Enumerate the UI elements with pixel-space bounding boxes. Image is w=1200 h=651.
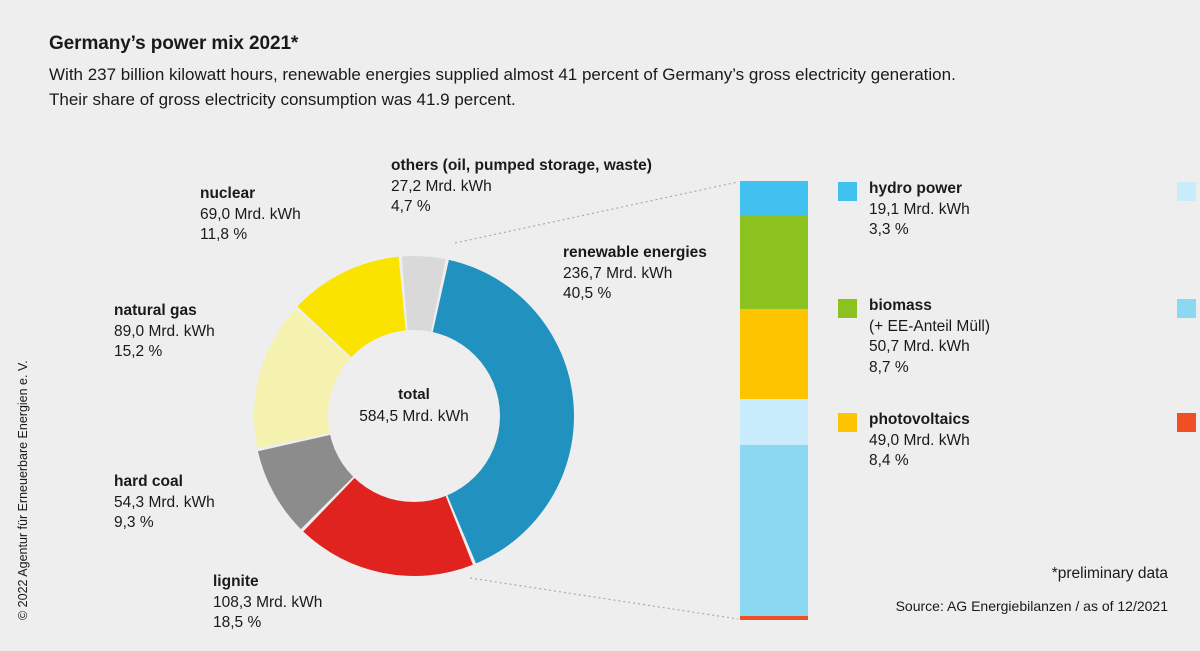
- renewables-breakout-bar: [740, 181, 808, 620]
- slice-label-natural-gas: natural gas 89,0 Mrd. kWh 15,2 %: [114, 301, 215, 363]
- legend-item-wind-onshore[interactable]: wind (onshore) 92,9 Mrd. kWh 15,9 %: [1177, 296, 1200, 358]
- slice-label-lignite-name: lignite: [213, 573, 259, 590]
- biomass-swatch-icon: [838, 299, 857, 318]
- slice-label-others-name: others (oil, pumped storage, waste): [391, 157, 652, 174]
- bar-segment-hydro-power[interactable]: [740, 181, 808, 217]
- legend-item-photovoltaics[interactable]: photovoltaics 49,0 Mrd. kWh 8,4 %: [838, 410, 970, 472]
- legend-photovoltaics-percent: 8,4 %: [869, 452, 909, 469]
- slice-label-lignite-percent: 18,5 %: [213, 614, 262, 631]
- slice-label-nuclear-name: nuclear: [200, 185, 256, 202]
- slice-label-lignite: lignite 108,3 Mrd. kWh 18,5 %: [213, 572, 322, 634]
- slice-label-natural-gas-value: 89,0 Mrd. kWh: [114, 322, 215, 340]
- copyright-notice: © 2022 Agentur für Erneuerbare Energien …: [16, 360, 30, 620]
- slice-label-hard-coal: hard coal 54,3 Mrd. kWh 9,3 %: [114, 472, 215, 534]
- slice-label-lignite-value: 108,3 Mrd. kWh: [213, 593, 323, 611]
- slice-label-renewable-energies-name: renewable energies: [563, 244, 707, 261]
- legend-item-wind-offshore[interactable]: wind (offshore) 24,8 Mrd. kWh 4,2 %: [1177, 179, 1200, 241]
- slice-label-hard-coal-name: hard coal: [114, 473, 183, 490]
- bar-segment-biomass[interactable]: [740, 216, 808, 310]
- legend-biomass-name: biomass: [869, 297, 932, 314]
- page-title: Germany’s power mix 2021*: [49, 33, 299, 54]
- slice-label-others-value: 27,2 Mrd. kWh: [391, 177, 492, 195]
- slice-label-others-percent: 4,7 %: [391, 198, 431, 215]
- slice-label-nuclear-value: 69,0 Mrd. kWh: [200, 205, 301, 223]
- donut-hole: [328, 330, 500, 502]
- legend-biomass-subnote: (+ EE-Anteil Müll): [869, 317, 991, 335]
- wind-onshore-swatch-icon: [1177, 299, 1196, 318]
- power-mix-donut-chart: total 584,5 Mrd. kWh: [226, 228, 602, 604]
- slice-label-others: others (oil, pumped storage, waste) 27,2…: [391, 156, 652, 218]
- bar-segment-wind--onshore-[interactable]: [740, 444, 808, 616]
- geothermal-swatch-icon: [1177, 413, 1196, 432]
- slice-label-hard-coal-percent: 9,3 %: [114, 514, 154, 531]
- slice-label-natural-gas-name: natural gas: [114, 302, 197, 319]
- legend-photovoltaics-name: photovoltaics: [869, 411, 970, 428]
- slice-label-hard-coal-value: 54,3 Mrd. kWh: [114, 493, 215, 511]
- slice-label-nuclear-percent: 11,8 %: [200, 226, 248, 243]
- subtitle-line-2: Their share of gross electricity consump…: [49, 90, 516, 109]
- slice-label-natural-gas-percent: 15,2 %: [114, 343, 163, 360]
- source-note: Source: AG Energiebilanzen / as of 12/20…: [895, 598, 1168, 614]
- bar-segment-wind--offshore-[interactable]: [740, 399, 808, 445]
- legend-hydro-power-value: 19,1 Mrd. kWh: [869, 200, 970, 218]
- slice-label-renewable-energies-percent: 40,5 %: [563, 285, 612, 302]
- wind-offshore-swatch-icon: [1177, 182, 1196, 201]
- legend-photovoltaics-value: 49,0 Mrd. kWh: [869, 431, 970, 449]
- donut-center-value: 584,5 Mrd. kWh: [359, 408, 469, 425]
- donut-svg: [253, 255, 575, 576]
- hydro-power-swatch-icon: [838, 182, 857, 201]
- legend-hydro-power-name: hydro power: [869, 180, 963, 197]
- photovoltaics-swatch-icon: [838, 413, 857, 432]
- preliminary-data-footnote: *preliminary data: [1051, 565, 1168, 582]
- legend-item-hydro-power[interactable]: hydro power 19,1 Mrd. kWh 3,3 %: [838, 179, 970, 241]
- legend-item-biomass[interactable]: biomass (+ EE-Anteil Müll) 50,7 Mrd. kWh…: [838, 296, 990, 378]
- bar-segment-geothermal[interactable]: [740, 615, 808, 620]
- legend-biomass-percent: 8,7 %: [869, 358, 909, 376]
- legend-item-geothermal[interactable]: geothermal 0,2 Mrd. kWh 0,0 %: [1177, 410, 1200, 472]
- legend-hydro-power-percent: 3,3 %: [869, 221, 909, 238]
- slice-label-renewable-energies-value: 236,7 Mrd. kWh: [563, 264, 673, 282]
- slice-label-nuclear: nuclear 69,0 Mrd. kWh 11,8 %: [200, 184, 301, 246]
- bar-segment-photovoltaics[interactable]: [740, 309, 808, 400]
- slice-label-renewable-energies: renewable energies 236,7 Mrd. kWh 40,5 %: [563, 243, 707, 305]
- page-subtitle: With 237 billion kilowatt hours, renewab…: [49, 62, 1139, 112]
- subtitle-line-1: With 237 billion kilowatt hours, renewab…: [49, 65, 956, 84]
- donut-center-label: total: [398, 386, 430, 403]
- legend-biomass-value: 50,7 Mrd. kWh: [869, 338, 970, 355]
